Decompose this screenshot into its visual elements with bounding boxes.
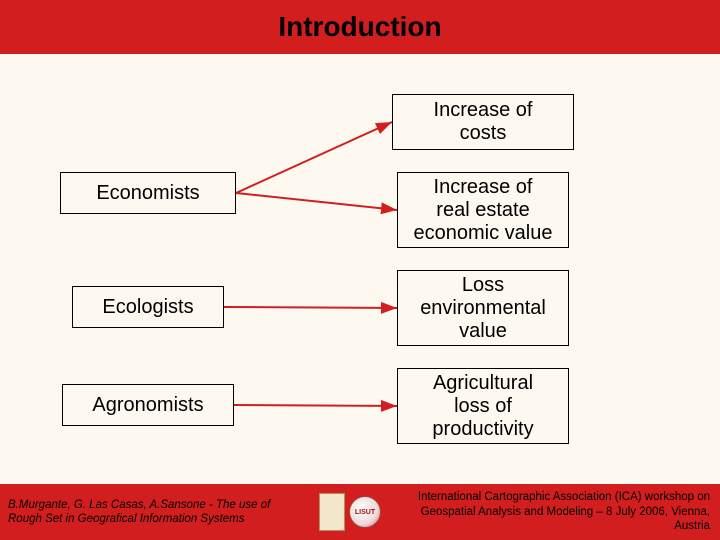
node-realestate: Increase ofreal estateeconomic value <box>397 172 569 248</box>
edge-agronomists-to-agloss <box>234 405 397 406</box>
lisut-logo-icon: LISUT <box>349 496 381 528</box>
footer-left-text: B.Murgante, G. Las Casas, A.Sansone - Th… <box>0 494 315 531</box>
node-agronomists: Agronomists <box>62 384 234 426</box>
node-costs: Increase ofcosts <box>392 94 574 150</box>
edge-economists-to-realestate <box>236 193 397 210</box>
node-ecologists: Ecologists <box>72 286 224 328</box>
footer-bar: B.Murgante, G. Las Casas, A.Sansone - Th… <box>0 484 720 540</box>
title-bar: Introduction <box>0 0 720 54</box>
page-title: Introduction <box>278 11 441 43</box>
node-envloss: Lossenvironmentalvalue <box>397 270 569 346</box>
diagram-area: Economists Ecologists Agronomists Increase … <box>0 54 720 484</box>
edge-economists-to-costs <box>236 122 392 193</box>
edge-ecologists-to-envloss <box>224 307 397 308</box>
lab-logo-icon <box>319 493 345 531</box>
footer-right-text: International Cartographic Association (… <box>385 486 720 537</box>
node-agloss: Agriculturalloss ofproductivity <box>397 368 569 444</box>
footer-logos: LISUT <box>315 493 385 531</box>
node-economists: Economists <box>60 172 236 214</box>
